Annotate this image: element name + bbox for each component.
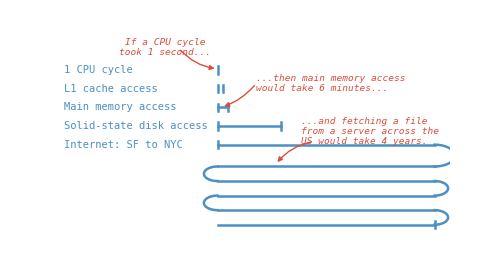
Text: Internet: SF to NYC: Internet: SF to NYC — [64, 140, 183, 150]
Text: If a CPU cycle
took 1 second...: If a CPU cycle took 1 second... — [119, 38, 211, 57]
Text: 1 CPU cycle: 1 CPU cycle — [64, 65, 133, 75]
Text: ...then main memory access
would take 6 minutes...: ...then main memory access would take 6 … — [256, 74, 406, 93]
Text: Main memory access: Main memory access — [64, 102, 177, 112]
Text: Solid-state disk access: Solid-state disk access — [64, 121, 208, 131]
Text: ...and fetching a file
from a server across the
US would take 4 years.: ...and fetching a file from a server acr… — [301, 117, 439, 146]
Text: L1 cache access: L1 cache access — [64, 83, 158, 93]
